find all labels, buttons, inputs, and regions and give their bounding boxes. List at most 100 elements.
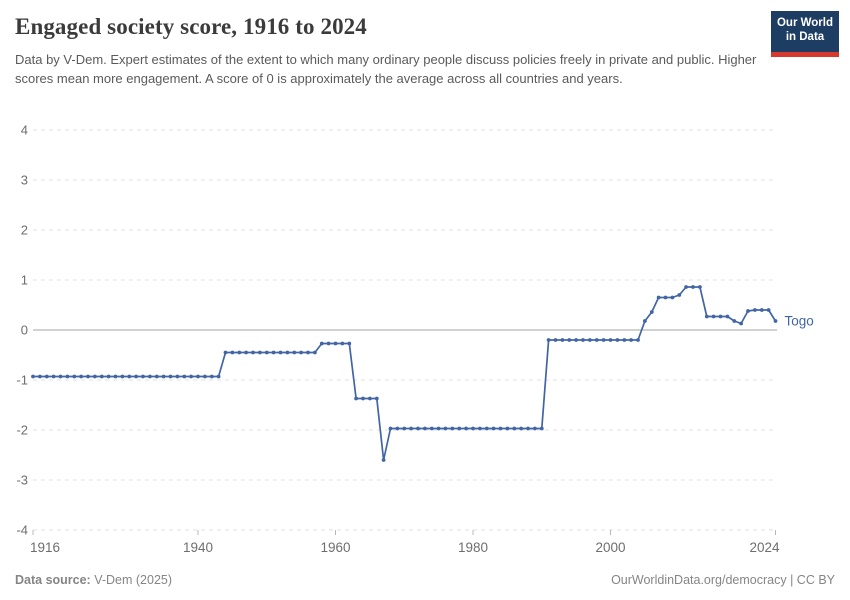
data-point[interactable] [244,350,249,355]
data-point[interactable] [691,285,695,289]
data-point[interactable] [402,426,407,431]
data-point[interactable] [361,396,365,401]
data-point[interactable] [773,319,778,323]
data-point[interactable] [58,374,63,379]
data-point[interactable] [99,374,104,379]
data-point[interactable] [478,426,482,431]
data-point[interactable] [299,350,303,355]
data-point[interactable] [189,374,194,379]
data-point[interactable] [443,426,448,431]
data-point[interactable] [154,374,159,379]
data-point[interactable] [354,396,358,401]
data-point[interactable] [684,285,688,289]
data-point[interactable] [704,314,709,319]
data-point[interactable] [519,426,523,431]
data-point[interactable] [615,338,620,342]
data-point[interactable] [416,426,420,431]
data-point[interactable] [347,341,352,346]
data-point[interactable] [553,338,558,342]
data-point[interactable] [264,350,269,355]
data-point[interactable] [601,338,606,342]
data-point[interactable] [31,374,35,379]
data-point[interactable] [106,374,111,379]
data-point[interactable] [326,341,331,346]
data-point[interactable] [127,374,132,379]
data-point[interactable] [491,426,496,431]
data-point[interactable] [588,338,592,342]
data-point[interactable] [79,374,83,379]
data-point[interactable] [560,338,565,342]
data-point[interactable] [622,338,627,342]
data-point[interactable] [306,350,310,355]
data-point[interactable] [368,396,372,401]
data-point[interactable] [450,426,455,431]
data-point[interactable] [148,374,152,379]
data-point[interactable] [381,458,386,462]
data-point[interactable] [464,426,468,431]
data-point[interactable] [203,374,207,379]
data-point[interactable] [423,426,427,431]
data-point[interactable] [539,426,544,431]
data-point[interactable] [677,293,682,297]
data-point[interactable] [38,374,42,379]
data-point[interactable] [134,374,139,379]
data-point[interactable] [333,341,338,346]
data-point[interactable] [526,426,530,431]
data-point[interactable] [505,426,510,431]
data-point[interactable] [656,295,661,300]
data-point[interactable] [182,374,187,379]
data-point[interactable] [251,350,255,355]
data-point[interactable] [93,374,97,379]
data-point[interactable] [51,374,56,379]
data-point[interactable] [484,426,489,431]
data-point[interactable] [319,341,324,346]
data-point[interactable] [739,321,743,326]
data-point[interactable] [629,338,633,342]
data-point[interactable] [574,338,578,342]
data-point[interactable] [670,295,675,300]
data-point[interactable] [649,310,654,314]
data-point[interactable] [175,374,180,379]
data-point[interactable] [759,308,764,312]
data-point[interactable] [567,338,572,342]
data-point[interactable] [237,350,242,355]
data-point[interactable] [429,426,434,431]
data-point[interactable] [278,350,283,355]
data-point[interactable] [718,314,723,319]
data-point[interactable] [223,350,228,355]
data-point[interactable] [292,350,297,355]
data-point[interactable] [141,374,145,379]
attribution-link[interactable]: OurWorldinData.org/democracy | CC BY [611,573,835,587]
data-point[interactable] [636,338,640,342]
data-point[interactable] [533,426,537,431]
data-point[interactable] [746,309,750,313]
data-point[interactable] [86,374,90,379]
data-point[interactable] [388,426,393,431]
data-point[interactable] [285,350,290,355]
data-point[interactable] [766,308,771,312]
data-point[interactable] [216,374,221,379]
data-point[interactable] [594,338,599,342]
data-point[interactable] [120,374,125,379]
data-point[interactable] [258,350,262,355]
data-point[interactable] [271,350,276,355]
series-line[interactable] [33,286,777,461]
data-point[interactable] [436,426,441,431]
data-point[interactable] [498,426,503,431]
data-point[interactable] [698,285,702,289]
data-point[interactable] [72,374,77,379]
data-point[interactable] [168,374,173,379]
data-point[interactable] [471,426,475,431]
data-point[interactable] [340,341,345,346]
data-point[interactable] [546,338,551,342]
data-point[interactable] [711,314,716,319]
data-point[interactable] [395,426,400,431]
data-point[interactable] [44,374,49,379]
data-point[interactable] [643,319,647,323]
data-point[interactable] [753,308,757,312]
data-point[interactable] [230,350,235,355]
data-point[interactable] [608,338,613,342]
data-point[interactable] [65,374,70,379]
data-point[interactable] [457,426,462,431]
